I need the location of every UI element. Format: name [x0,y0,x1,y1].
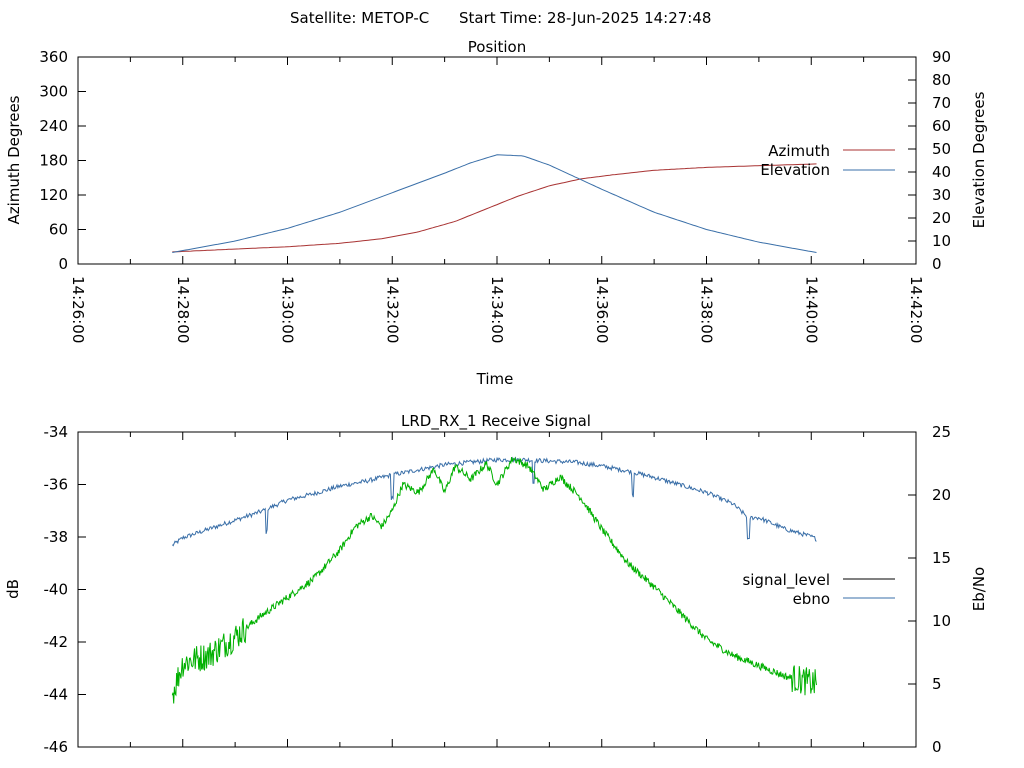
db-axis-tick-label: -40 [44,581,69,599]
signal-level-line [171,456,817,704]
signal-left-axis: -34 -36 -38 -40 -42 -44 -46 [44,423,86,756]
ebno-axis-tick-label: 5 [932,675,942,693]
elevation-axis-tick-label: 90 [932,48,951,66]
azimuth-axis-tick-label: 120 [39,186,68,204]
elevation-axis-tick-label: 80 [932,71,951,89]
signal-chart: LRD_RX_1 Receive Signal -34-36-38-40-42-… [4,412,988,756]
signal-time-axis [77,432,917,747]
time-axis-tick-label: 14:34:00 [488,276,506,343]
legend-signal-level-label: signal_level [742,571,830,590]
elevation-axis-tick-label: 20 [932,209,951,227]
azimuth-axis-tick-label: 60 [49,221,68,239]
time-axis-tick-label: 14:40:00 [802,276,820,343]
db-axis-tick-label: -44 [44,686,69,704]
legend-elevation-label: Elevation [760,161,830,179]
elevation-axis-label: Elevation Degrees [970,91,988,228]
time-axis-tick-label: 14:30:00 [279,276,297,343]
start-time-label: Start Time: 28-Jun-2025 14:27:48 [459,9,711,27]
elevation-line [172,154,817,253]
time-axis-label: Time [476,370,514,388]
elevation-axis-tick-label: 0 [932,255,942,273]
db-axis-label: dB [4,579,22,599]
azimuth-axis-label: Azimuth Degrees [5,95,23,224]
azimuth-axis-tick-label: 360 [39,48,68,66]
legend-azimuth-label: Azimuth [768,142,830,160]
time-axis-tick-label: 14:42:00 [907,276,925,343]
time-axis-tick-label: 14:26:00 [69,276,87,343]
time-axis-tick-label: 14:38:00 [698,276,716,343]
signal-plot-frame [77,431,917,748]
position-chart-title: Position [468,38,526,56]
signal-chart-title: LRD_RX_1 Receive Signal [401,412,591,431]
db-axis-tick-label: -46 [44,738,69,756]
position-left-axis: 0 60 120 180 240 300 360 [39,48,86,273]
ebno-axis-tick-label: 20 [932,486,951,504]
azimuth-axis-tick-label: 0 [58,255,68,273]
db-axis-tick-label: -36 [44,476,69,494]
time-axis-tick-label: 14:28:00 [174,276,192,343]
position-time-axis: 14:26:00 14:28:00 14:30:00 14:32:00 14:34:00… [69,57,925,343]
ebno-axis-tick-label: 25 [932,423,951,441]
signal-right-axis: 0 5 10 15 20 25 [908,423,951,756]
db-axis-tick-label: -42 [44,633,69,651]
elevation-axis-tick-label: 40 [932,163,951,181]
elevation-axis-tick-label: 70 [932,94,951,112]
time-axis-tick-label: 14:36:00 [593,276,611,343]
ebno-axis-tick-label: 15 [932,549,951,567]
elevation-axis-tick-label: 50 [932,140,951,158]
azimuth-axis-tick-label: 240 [39,117,68,135]
elevation-axis-tick-label: 10 [932,232,951,250]
ebno-axis-tick-label: 0 [932,738,942,756]
signal-legend: signal_level ebno [742,571,895,608]
azimuth-axis-tick-label: 180 [39,152,68,170]
position-legend: Azimuth Elevation [760,142,895,179]
signal-series-lines [171,456,817,704]
satellite-label: Satellite: METOP-C [290,9,429,27]
time-axis-tick-label: 14:32:00 [383,276,401,343]
elevation-axis-tick-label: 60 [932,117,951,135]
ebno-line [171,456,817,547]
position-right-axis: 0 10 20 30 40 50 60 70 80 90 [908,48,951,273]
db-axis-tick-label: -38 [44,528,69,546]
azimuth-line [172,163,817,253]
position-chart: Position 0 60 120 180 240 300 360 0 10 20 30 40 50 6… [5,38,988,388]
position-series-lines [172,154,817,253]
elevation-axis-tick-label: 30 [932,186,951,204]
azimuth-axis-tick-label: 300 [39,83,68,101]
ebno-axis-tick-label: 10 [932,612,951,630]
db-axis-tick-label: -34 [44,423,69,441]
ebno-axis-label: Eb/No [970,567,988,611]
legend-ebno-label: ebno [793,590,830,608]
